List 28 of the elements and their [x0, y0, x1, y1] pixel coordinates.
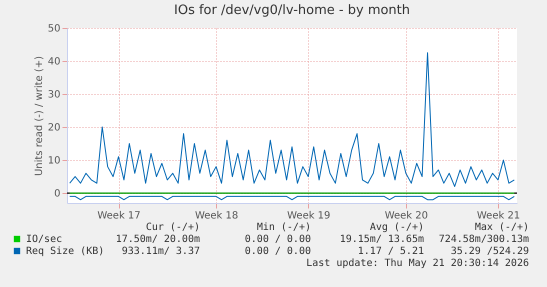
- y-tick-label: 20: [48, 122, 60, 134]
- text: 0.00 / 0.00: [244, 246, 311, 257]
- x-tick-label: Week 17: [97, 210, 141, 222]
- text: 933.11m/ 3.37: [122, 246, 200, 257]
- text: Avg (-/+): [370, 222, 424, 233]
- y-tick-label: 40: [48, 56, 60, 68]
- y-tick-label: 50: [48, 24, 60, 34]
- legend-label: IO/sec: [26, 234, 62, 245]
- x-tick-label: Week 21: [476, 210, 520, 222]
- text: 17.50m/ 20.00m: [116, 234, 200, 245]
- y-tick-label: 10: [48, 156, 60, 167]
- y-tick-label: 0: [54, 188, 60, 200]
- chart-title: IOs for /dev/vg0/lv-home - by month: [174, 3, 410, 18]
- text: Max (-/+): [474, 222, 529, 233]
- text: Min (-/+): [256, 222, 311, 233]
- x-tick-label: Week 19: [287, 210, 330, 222]
- legend-label: Req Size (KB): [26, 246, 104, 257]
- x-tick-label: Week 18: [194, 210, 238, 222]
- y-tick-label: 30: [48, 90, 60, 101]
- text: 724.58m/300.13m: [438, 234, 529, 245]
- text: Last update: Thu May 21 20:30:14 2026: [306, 258, 529, 269]
- x-tick-label: Week 20: [384, 210, 428, 222]
- text: 19.15m/ 13.65m: [340, 234, 424, 245]
- text: Cur (-/+): [146, 222, 200, 233]
- text: 0.00 / 0.00: [244, 234, 311, 245]
- text: 35.29 /524.29: [450, 246, 529, 257]
- text: 1.17 / 5.21: [358, 246, 424, 257]
- y-axis-title: Units read (-) / write (+): [34, 56, 45, 176]
